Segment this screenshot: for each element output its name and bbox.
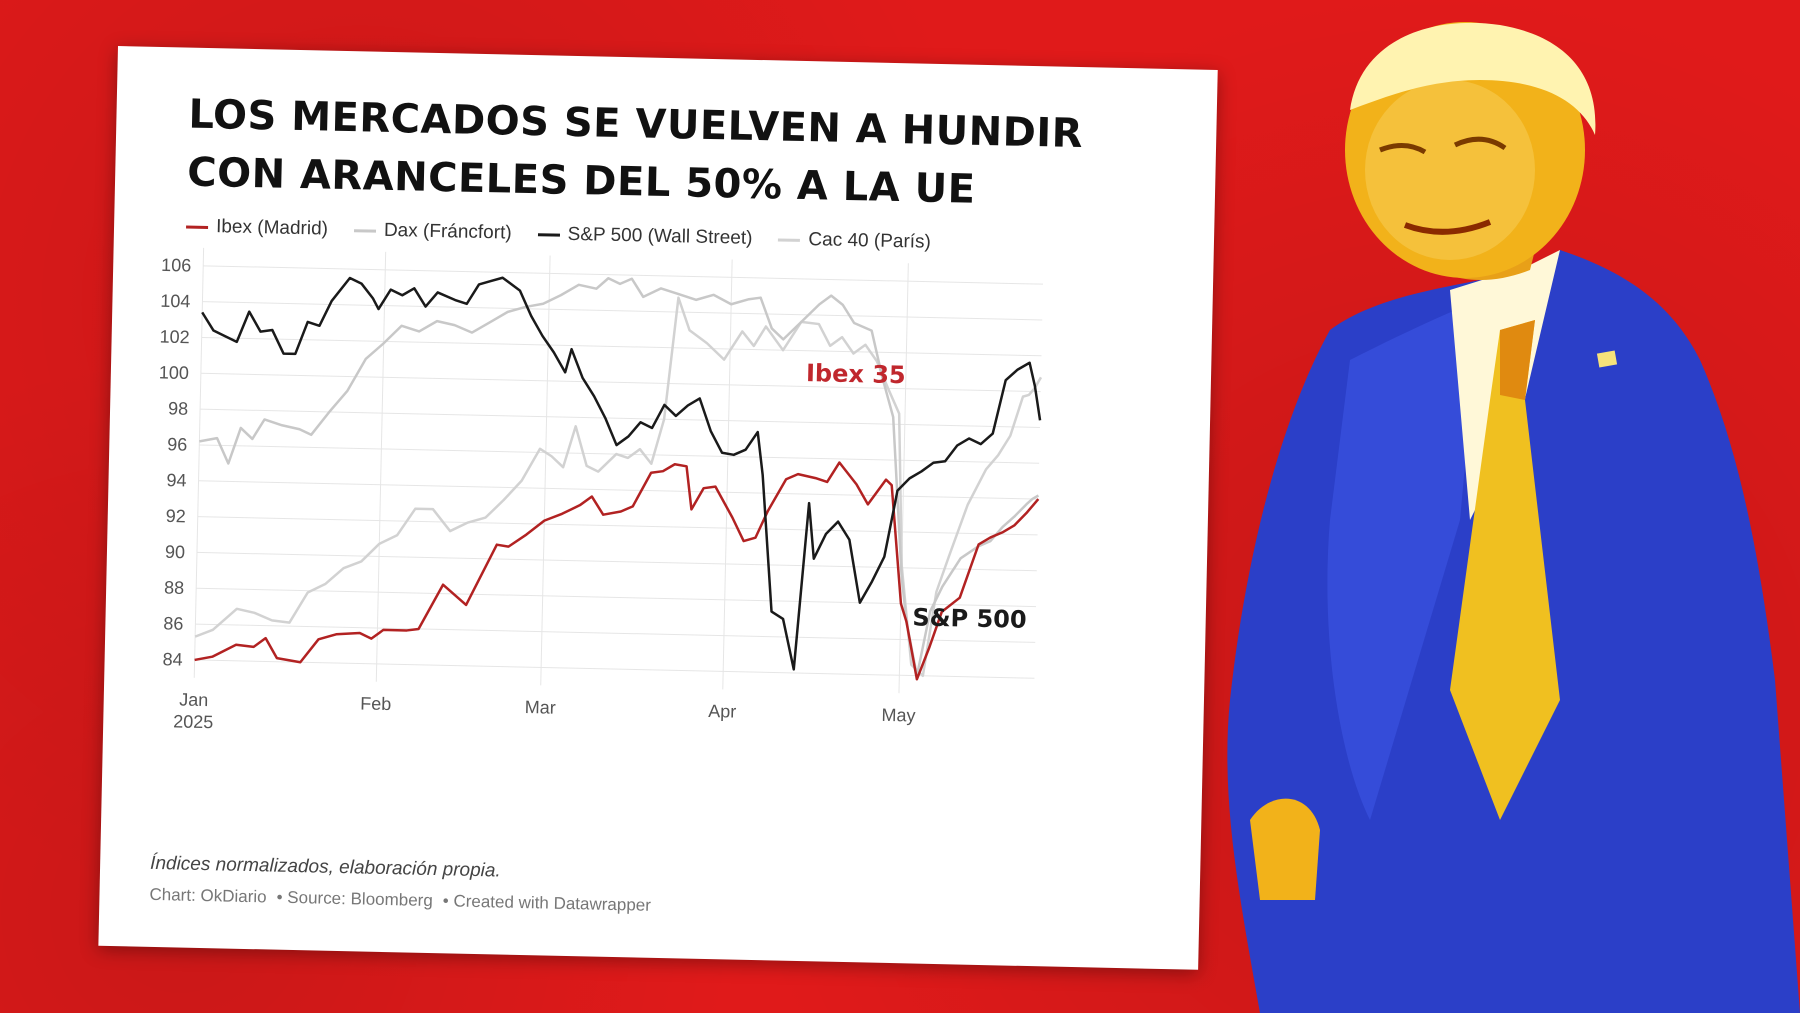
y-gridline — [203, 265, 1044, 285]
x-tick-label: May — [881, 705, 915, 726]
annotation-ibex: Ibex 35 — [806, 359, 906, 389]
y-gridline — [195, 623, 1036, 643]
series-line-2 — [201, 276, 1042, 671]
series-line-1 — [199, 277, 1040, 677]
y-tick-label: 100 — [159, 362, 189, 383]
y-tick-label: 96 — [167, 434, 187, 454]
y-tick-label: 98 — [168, 398, 188, 418]
y-tick-label: 102 — [159, 327, 189, 348]
y-tick-label: 94 — [166, 470, 186, 490]
y-tick-label: 84 — [162, 649, 182, 669]
y-tick-label: 106 — [161, 255, 191, 276]
y-gridline — [200, 408, 1040, 428]
y-tick-label: 104 — [160, 291, 190, 312]
y-tick-label: 88 — [164, 578, 184, 598]
x-tick-label: Mar — [525, 697, 556, 718]
y-gridline — [198, 480, 1039, 500]
politician-photo — [1227, 22, 1800, 1013]
x-gridline — [193, 247, 205, 678]
chart-card: LOS MERCADOS SE VUELVEN A HUNDIR CON ARA… — [98, 46, 1218, 970]
x-gridline — [375, 251, 387, 682]
y-gridline — [201, 336, 1042, 357]
y-gridline — [202, 301, 1043, 321]
x-tick-label: Feb — [360, 693, 391, 714]
source-credit: • Source: Bloomberg — [276, 887, 433, 911]
y-gridline — [194, 659, 1035, 679]
chart-credit: Chart: OkDiario — [149, 884, 267, 907]
series-line-3 — [194, 296, 1043, 678]
x-gridline — [540, 255, 551, 686]
x-gridline — [898, 263, 909, 694]
y-gridline — [196, 551, 1037, 572]
x-gridline — [722, 259, 733, 690]
y-gridline — [196, 587, 1037, 608]
datawrapper-credit: • Created with Datawrapper — [442, 891, 652, 915]
y-tick-label: 92 — [166, 506, 186, 526]
x-tick-label: Apr — [708, 701, 736, 722]
y-tick-label: 86 — [163, 613, 183, 633]
chart-credits: Chart: OkDiario • Source: Bloomberg • Cr… — [149, 885, 651, 916]
x-tick-sublabel: 2025 — [173, 711, 213, 732]
series-line-0 — [194, 461, 1040, 681]
chart-footnote: Índices normalizados, elaboración propia… — [149, 852, 501, 882]
y-gridline — [197, 516, 1038, 536]
y-tick-label: 90 — [165, 542, 185, 562]
annotation-sp500: S&P 500 — [912, 603, 1027, 633]
x-tick-label: Jan — [179, 689, 208, 710]
y-gridline — [200, 372, 1041, 393]
